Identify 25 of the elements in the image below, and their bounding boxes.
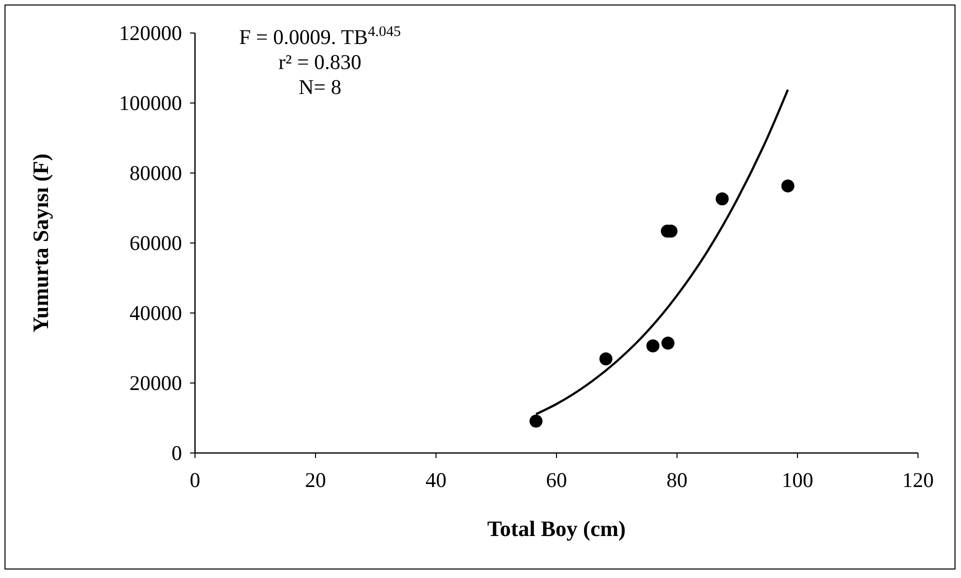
x-tick-label: 60: [546, 468, 567, 492]
y-tick-label: 0: [172, 441, 182, 465]
point: [661, 336, 674, 350]
y-tick-label: 80000: [130, 161, 182, 185]
y-tick-label: 40000: [130, 301, 182, 325]
annotation: N= 8: [298, 75, 342, 99]
y-tick-label: 60000: [130, 231, 182, 255]
y-axis-title: Yumurta Sayısı (F): [28, 154, 53, 332]
x-tick-label: 20: [305, 468, 326, 492]
x-tick-label: 100: [782, 468, 814, 492]
annotation: r² = 0.830: [278, 50, 362, 74]
point: [781, 179, 794, 192]
annotation: F = 0.0009. TB$^{4.045}$: [239, 24, 401, 49]
y-tick-label: 100000: [119, 91, 182, 115]
x-tick-label: 40: [426, 468, 446, 492]
x-tick-label: 120: [902, 468, 934, 492]
point: [716, 192, 729, 206]
point: [530, 414, 543, 428]
y-tick-label: 20000: [130, 371, 182, 395]
x-axis-title: Total Boy (cm): [487, 516, 626, 541]
y-tick-label: 120000: [119, 21, 182, 45]
x-tick-label: 0: [190, 468, 200, 492]
point: [599, 352, 612, 366]
x-tick-label: 80: [666, 468, 688, 492]
point: [646, 339, 660, 352]
